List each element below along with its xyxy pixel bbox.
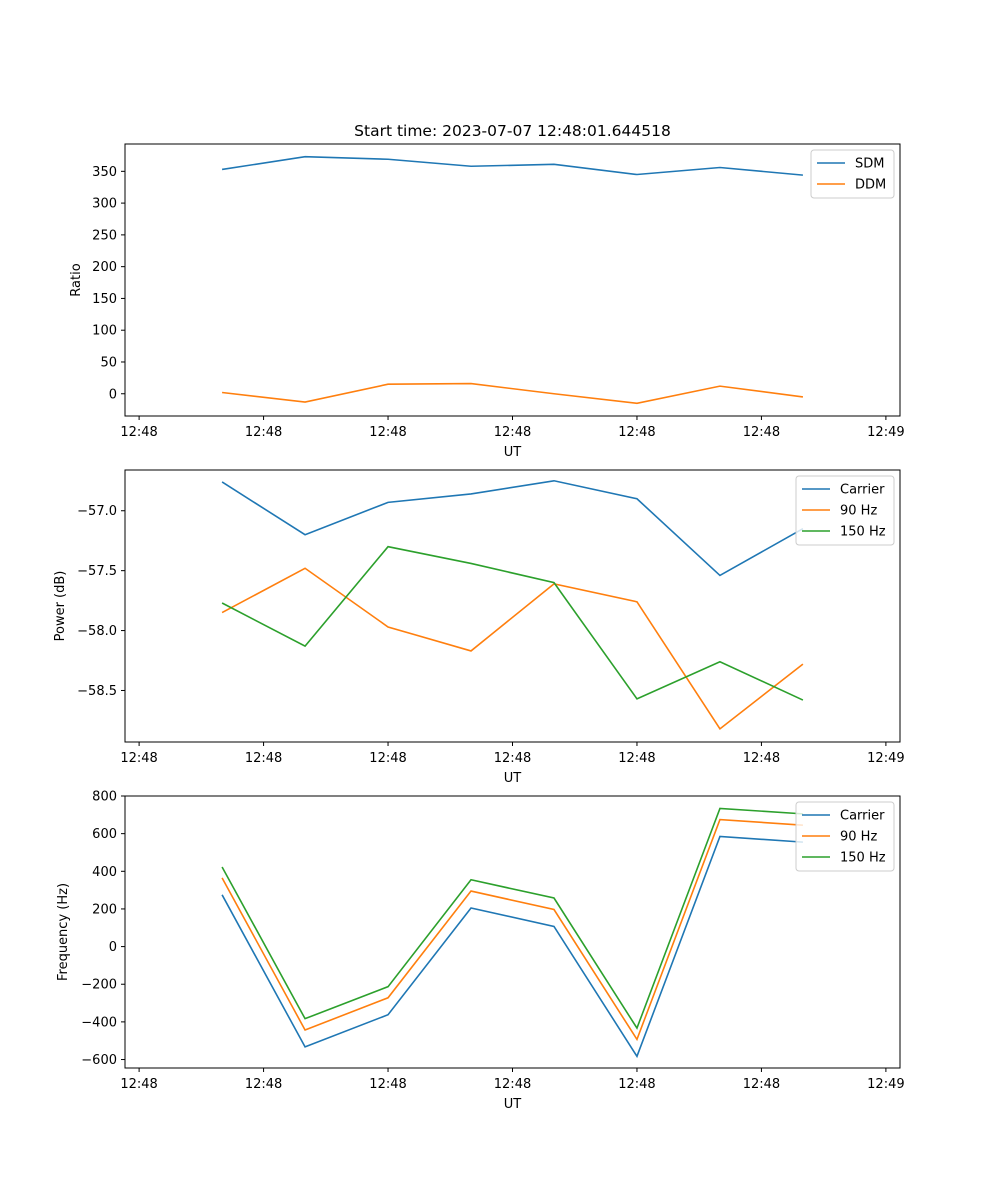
power-legend-label-carrier: Carrier bbox=[840, 483, 885, 498]
ratio-x-tick-label: 12:49 bbox=[867, 425, 904, 440]
frequency-x-tick-label: 12:48 bbox=[743, 1077, 780, 1092]
frequency-x-tick-label: 12:48 bbox=[245, 1077, 282, 1092]
ratio-y-tick-label: 350 bbox=[92, 165, 117, 180]
frequency-y-tick-label: −400 bbox=[81, 1015, 117, 1030]
frequency-y-axis-label: Frequency (Hz) bbox=[56, 883, 71, 981]
ratio-legend-box bbox=[810, 149, 895, 199]
ratio-y-tick-label: 300 bbox=[92, 197, 117, 212]
frequency-legend-label-carrier: Carrier bbox=[840, 809, 885, 824]
frequency-legend: Carrier 90 Hz 150 Hz bbox=[795, 801, 895, 872]
ratio-series-ddm-line bbox=[221, 382, 804, 405]
ratio-x-tick-label: 12:48 bbox=[743, 425, 780, 440]
frequency-x-tick-label: 12:48 bbox=[618, 1077, 655, 1092]
ratio-x-tick-label: 12:48 bbox=[494, 425, 531, 440]
ratio-x-tick-label: 12:48 bbox=[120, 425, 157, 440]
power-x-tick-label: 12:48 bbox=[245, 751, 282, 766]
ratio-plot-frame bbox=[124, 143, 901, 417]
ratio-legend: SDM DDM bbox=[810, 149, 895, 199]
power-y-axis-label: Power (dB) bbox=[53, 571, 68, 642]
power-plot-frame bbox=[124, 469, 901, 743]
frequency-series-150-hz-line bbox=[221, 807, 803, 1030]
ratio-y-tick-label: 0 bbox=[109, 387, 117, 402]
power-legend: Carrier 90 Hz 150 Hz bbox=[795, 475, 895, 546]
power-x-tick-label: 12:48 bbox=[743, 751, 780, 766]
power-y-tick-label: −58.5 bbox=[77, 684, 117, 699]
ratio-y-tick-label: 200 bbox=[92, 260, 117, 275]
ratio-y-tick-label: 50 bbox=[100, 355, 117, 370]
frequency-legend-box bbox=[795, 801, 895, 872]
power-x-axis-label: UT bbox=[504, 771, 522, 786]
frequency-series-90-hz-line bbox=[221, 818, 803, 1042]
ratio-y-tick-label: 250 bbox=[92, 228, 117, 243]
power-x-tick-label: 12:48 bbox=[369, 751, 406, 766]
power-x-tick-label: 12:48 bbox=[120, 751, 157, 766]
power-legend-box bbox=[795, 475, 895, 546]
frequency-plot-frame bbox=[124, 795, 901, 1069]
power-x-tick-label: 12:48 bbox=[494, 751, 531, 766]
power-y-tick-label: −58.0 bbox=[77, 624, 117, 639]
ratio-y-tick-label: 100 bbox=[92, 324, 117, 339]
frequency-y-tick-label: 0 bbox=[109, 940, 117, 955]
frequency-y-tick-label: −200 bbox=[81, 978, 117, 993]
power-y-tick-label: −57.5 bbox=[77, 564, 117, 579]
power-series-150-hz-line bbox=[221, 545, 804, 701]
ratio-y-tick-label: 150 bbox=[92, 292, 117, 307]
ratio-series-sdm-line bbox=[221, 155, 803, 176]
frequency-x-tick-label: 12:49 bbox=[867, 1077, 904, 1092]
ratio-y-axis-label: Ratio bbox=[69, 263, 84, 296]
frequency-legend-label-150-hz: 150 Hz bbox=[840, 851, 886, 866]
power-series-carrier-line bbox=[221, 479, 804, 577]
ratio-legend-label-ddm: DDM bbox=[855, 178, 886, 193]
frequency-x-tick-label: 12:48 bbox=[120, 1077, 157, 1092]
frequency-y-tick-label: 200 bbox=[92, 902, 117, 917]
frequency-y-tick-label: −600 bbox=[81, 1053, 117, 1068]
ratio-panel: Start time: 2023-07-07 12:48:01.644518 1… bbox=[69, 122, 905, 460]
power-series-90-hz-line bbox=[221, 567, 804, 730]
ratio-x-axis-label: UT bbox=[504, 445, 522, 460]
ratio-legend-label-sdm: SDM bbox=[855, 157, 884, 172]
frequency-x-tick-label: 12:48 bbox=[369, 1077, 406, 1092]
frequency-x-tick-label: 12:48 bbox=[494, 1077, 531, 1092]
power-legend-label-90-hz: 90 Hz bbox=[840, 504, 877, 519]
frequency-legend-label-90-hz: 90 Hz bbox=[840, 830, 877, 845]
frequency-y-tick-label: 400 bbox=[92, 865, 117, 880]
power-x-tick-label: 12:49 bbox=[867, 751, 904, 766]
frequency-y-tick-label: 600 bbox=[92, 827, 117, 842]
frequency-panel: 12:48 12:48 12:48 12:48 12:48 12:48 12:49 −600 −… bbox=[56, 790, 905, 1113]
frequency-x-axis-label: UT bbox=[504, 1097, 522, 1112]
power-x-tick-label: 12:48 bbox=[618, 751, 655, 766]
frequency-y-tick-label: 800 bbox=[92, 790, 117, 805]
ratio-x-tick-label: 12:48 bbox=[369, 425, 406, 440]
frequency-series-carrier-line bbox=[221, 835, 803, 1059]
power-panel: 12:48 12:48 12:48 12:48 12:48 12:48 12:49 −58.5… bbox=[53, 469, 905, 786]
ratio-x-tick-label: 12:48 bbox=[245, 425, 282, 440]
power-legend-label-150-hz: 150 Hz bbox=[840, 525, 886, 540]
chart-title: Start time: 2023-07-07 12:48:01.644518 bbox=[354, 122, 671, 140]
ratio-x-tick-label: 12:48 bbox=[618, 425, 655, 440]
power-y-tick-label: −57.0 bbox=[77, 504, 117, 519]
